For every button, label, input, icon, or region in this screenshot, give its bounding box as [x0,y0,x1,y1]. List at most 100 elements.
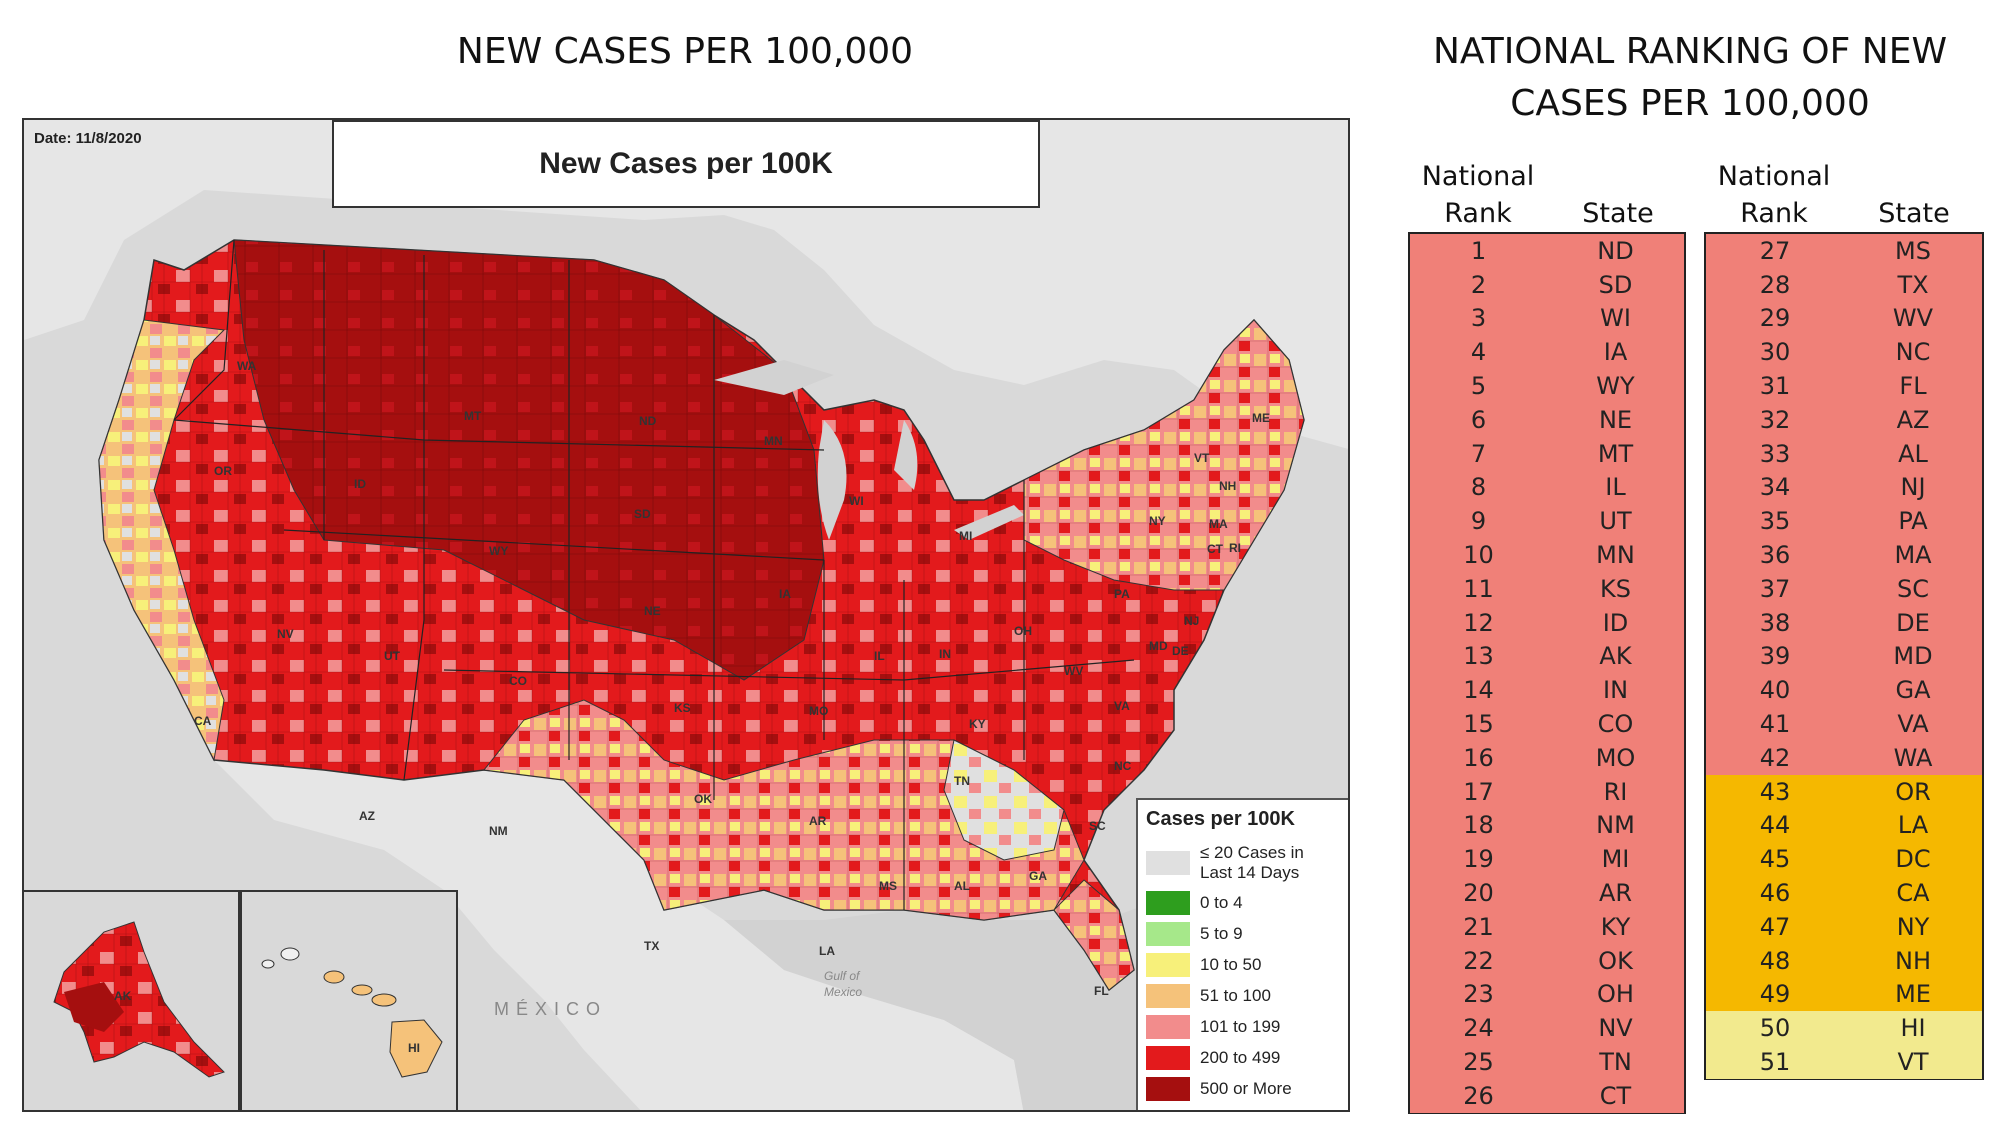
state-code: CO [1597,710,1634,739]
state-label-il: IL [874,649,885,663]
rank-header-line-1: National [1717,161,1831,192]
rank-value: 26 [1463,1081,1494,1110]
ranking-row: 45 DC [1706,842,1982,877]
ranking-row: 40 GA [1706,673,1982,708]
state-code: NY [1896,912,1930,941]
ranking-title-line-1: NATIONAL RANKING OF NEW [1432,31,1948,72]
state-label-de: DE [1172,644,1189,658]
state-code: NH [1895,946,1931,975]
ranking-row: 24 NV [1410,1011,1684,1046]
state-code: OK [1598,946,1633,975]
state-label-me: ME [1252,411,1270,425]
ranking-row: 49 ME [1706,977,1982,1012]
state-code: MT [1597,439,1634,468]
state-label-id: ID [354,477,366,491]
state-code: KY [1600,912,1631,941]
state-label-wv: WV [1064,664,1083,678]
state-code: LA [1897,811,1929,840]
state-label-or: OR [214,464,232,478]
map-title-box: New Cases per 100K [332,120,1040,208]
legend-swatch [1146,890,1190,915]
ranking-row: 30 NC [1706,335,1982,370]
ranking-row: 8 IL [1410,470,1684,505]
state-code: MI [1601,845,1630,874]
state-label-nh: NH [1219,479,1236,493]
rank-value: 46 [1759,879,1791,908]
state-code: GA [1895,676,1931,705]
rank-value: 25 [1463,1048,1494,1077]
state-label-nj: NJ [1184,614,1199,628]
rank-value: 47 [1759,912,1791,941]
state-label-layer: WA OR CA NV ID MT WY UT AZ CO NM ND SD NE KS OK TX MN IA MO… [194,359,1270,998]
state-label-sd: SD [634,507,651,521]
state-code: OH [1597,980,1634,1009]
state-label-nc: NC [1114,759,1132,773]
rank-value: 37 [1759,574,1791,603]
ranking-row: 9 UT [1410,504,1684,539]
legend-label: ≤ 20 Cases in Last 14 Days [1200,843,1304,882]
state-code: SD [1598,270,1633,299]
rank-value: 11 [1463,574,1494,603]
state-label-md: MD [1149,639,1168,653]
state-code: NV [1598,1014,1633,1043]
state-code: VT [1897,1048,1929,1077]
state-code: IL [1605,473,1626,502]
state-code: TN [1599,1048,1632,1077]
state-code: SC [1897,574,1929,603]
ranking-row: 43 OR [1706,774,1982,809]
ranking-row: 16 MO [1410,740,1684,775]
state-label-ok: OK [694,792,712,806]
rank-value: 39 [1759,642,1791,671]
ranking-row: 26 CT [1410,1078,1684,1113]
state-code: TX [1897,270,1929,299]
ranking-table-left: 1 ND 2 SD 3 WI 4 IA 5 WY 6 NE 7 MT 8 IL 9 UT 10 MN 11 KS 12 ID 1… [1408,232,1686,1114]
rank-value: 45 [1759,845,1791,874]
ranking-row: 14 IN [1410,673,1684,708]
state-label-tn: TN [954,774,970,788]
legend-item: 200 to 499 [1146,1042,1340,1073]
state-label-ia: IA [779,587,791,601]
rank-value: 21 [1463,912,1494,941]
rank-value: 49 [1759,980,1791,1009]
south-region [483,699,1085,921]
rank-header-right-state: State [1878,198,1950,229]
ranking-row: 33 AL [1706,436,1982,471]
legend-label: 0 to 4 [1200,892,1243,912]
state-code: ND [1597,236,1634,265]
legend-label: 51 to 100 [1200,985,1271,1005]
state-code: RI [1603,777,1628,806]
ranking-row: 18 NM [1410,808,1684,843]
state-label-wa: WA [237,359,257,373]
ranking-row: 44 LA [1706,808,1982,843]
ranking-table-right: 27 MS 28 TX 29 WV 30 NC 31 FL 32 AZ 33 AL 34 NJ 35 PA 36 MA… [1704,232,1984,1080]
lake-huron [894,420,918,490]
state-code: WA [1893,743,1933,772]
rank-value: 29 [1759,304,1791,333]
legend-swatch [1146,1014,1190,1039]
state-label-az: AZ [359,809,375,823]
rank-value: 41 [1759,710,1791,739]
rank-value: 2 [1470,270,1487,299]
rank-value: 4 [1470,338,1487,367]
rank-value: 35 [1759,507,1791,536]
state-code: AK [1599,642,1632,671]
state-code: WI [1600,304,1631,333]
gulf-label-line-2: Mexico [824,985,862,999]
rank-value: 13 [1463,642,1494,671]
rank-value: 18 [1463,811,1494,840]
state-code: CA [1896,879,1930,908]
state-label-ga: GA [1029,869,1047,883]
state-code: OR [1895,777,1931,806]
rank-value: 19 [1463,845,1494,874]
legend-item: 5 to 9 [1146,918,1340,949]
lake-superior [714,360,834,395]
rank-value: 36 [1759,541,1791,570]
state-code: NJ [1900,473,1926,502]
legend-item: 51 to 100 [1146,980,1340,1011]
state-label-ne: NE [644,604,661,618]
ranking-row: 48 NH [1706,943,1982,978]
northeast-region [1023,319,1305,591]
ranking-row: 2 SD [1410,267,1684,302]
state-code: AZ [1896,405,1930,434]
rank-value: 50 [1759,1014,1791,1043]
